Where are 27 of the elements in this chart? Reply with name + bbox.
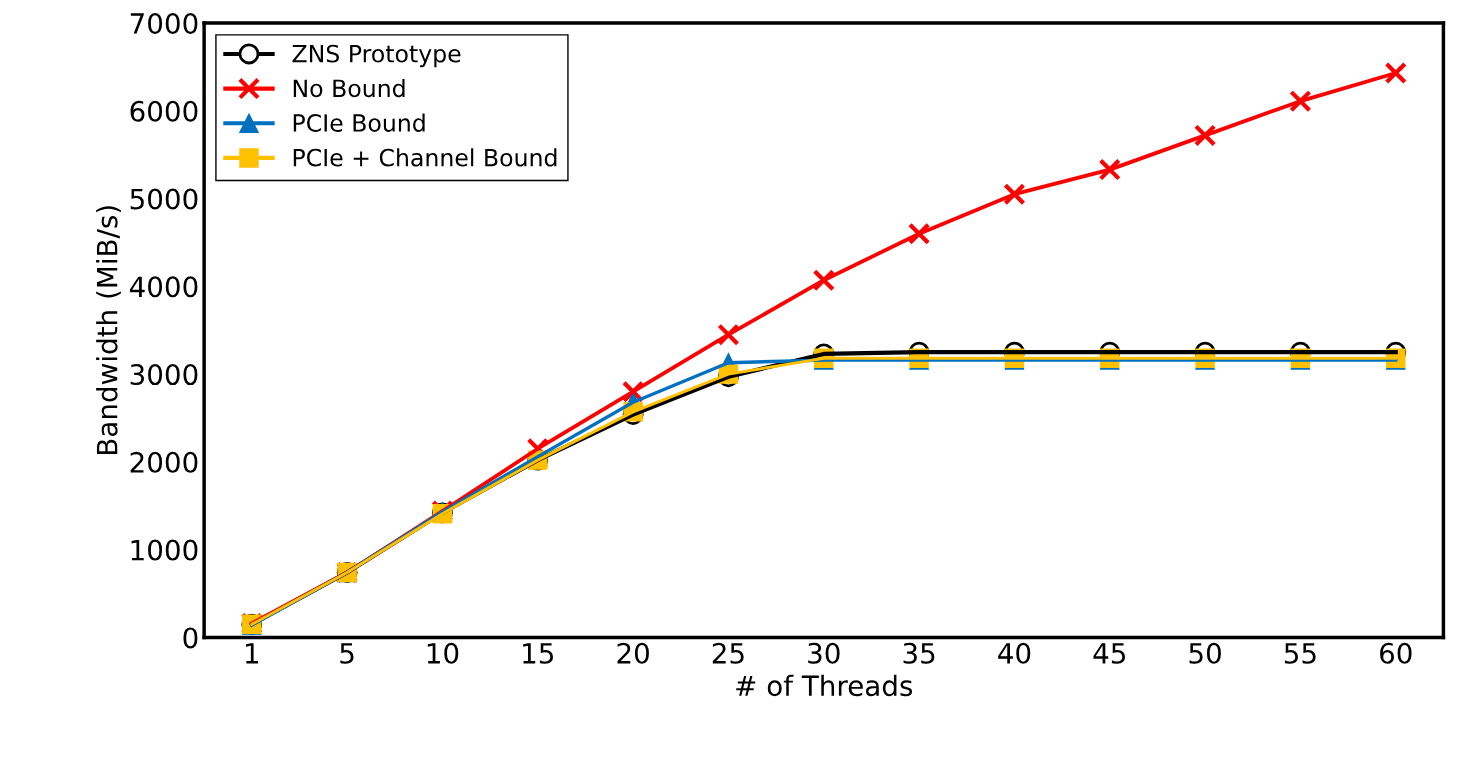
x-tick-label: 5 — [340, 643, 354, 664]
x-tick-label: 35 — [903, 642, 935, 664]
x-tick-label: 40 — [998, 642, 1031, 664]
y-tick-label: 5000 — [130, 188, 198, 210]
y-tick-label: 3000 — [130, 364, 198, 386]
y-tick-label: 6000 — [130, 100, 198, 122]
legend-label: PCIe + Channel Bound — [293, 148, 557, 167]
y-tick-label: 2000 — [130, 451, 198, 473]
legend-label: No Bound — [293, 78, 405, 98]
x-tick-label: 10 — [427, 642, 459, 664]
y-tick-label: 4000 — [129, 276, 198, 298]
legend-label: PCIe Bound — [293, 113, 425, 132]
y-tick-label: 1000 — [131, 539, 198, 561]
y-tick-label: 7000 — [130, 12, 198, 34]
x-tick-label: 20 — [617, 642, 649, 664]
x-tick-label: 15 — [523, 643, 554, 664]
x-tick-label: 60 — [1380, 642, 1412, 664]
y-tick-label: 0 — [183, 627, 198, 649]
x-tick-label: 30 — [808, 642, 840, 664]
x-tick-label: 45 — [1093, 643, 1126, 664]
y-axis-title: Bandwidth (MiB/s) — [96, 206, 121, 454]
x-tick-label: 50 — [1189, 642, 1221, 664]
x-tick-label: 55 — [1284, 643, 1316, 664]
x-tick-label: 25 — [712, 642, 744, 664]
x-tick-label: 1 — [246, 643, 259, 664]
x-axis-title: # of Threads — [736, 674, 913, 697]
legend-label: ZNS Prototype — [292, 44, 461, 68]
